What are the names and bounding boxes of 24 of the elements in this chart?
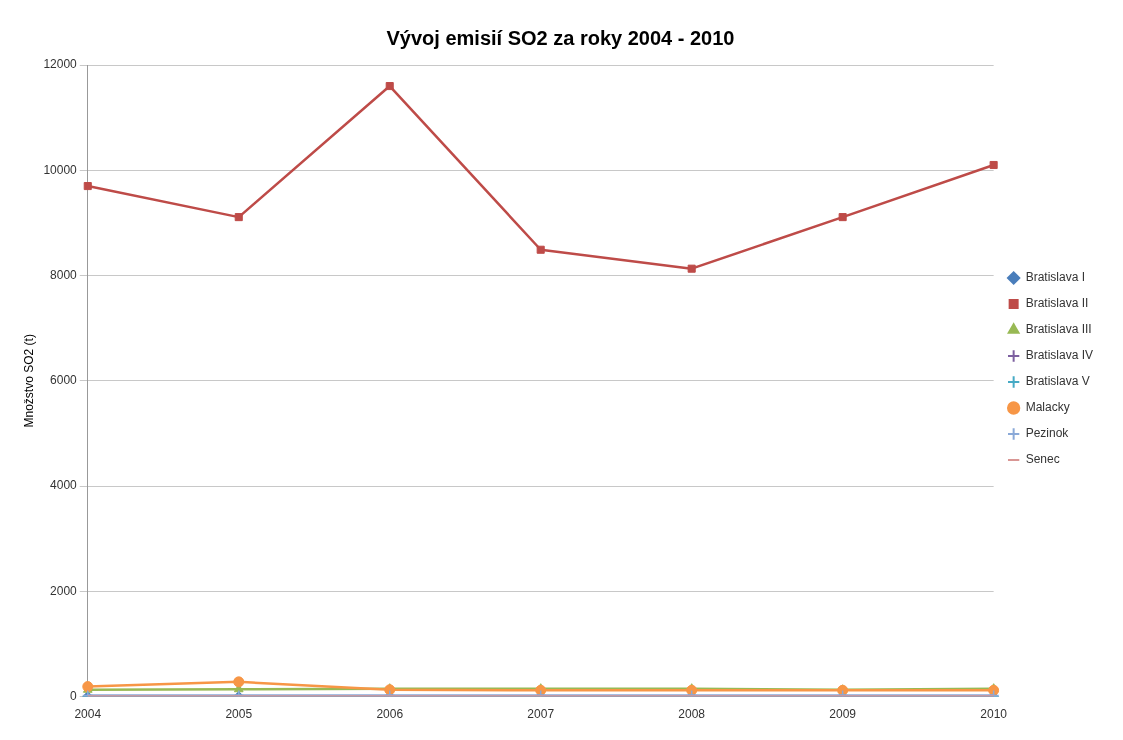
y-tick-label: 12000 — [43, 57, 78, 72]
y-tick-label: 8000 — [50, 267, 78, 282]
y-tick-label: 6000 — [50, 373, 78, 388]
x-tick-label: 2007 — [527, 707, 555, 722]
legend-label: Bratislava V — [1025, 374, 1090, 389]
legend-label: Malacky — [1025, 400, 1070, 415]
x-tick-label: 2009 — [829, 707, 857, 722]
legend-label: Bratislava I — [1025, 270, 1085, 285]
legend-label: Bratislava IV — [1025, 348, 1093, 363]
chart-title: Vývoj emisií SO2 za roky 2004 - 2010 — [386, 26, 735, 49]
y-tick-label: 10000 — [43, 162, 78, 177]
x-tick-label: 2005 — [225, 707, 253, 722]
x-tick-label: 2006 — [376, 707, 404, 722]
y-axis-title: Množstvo SO2 (t) — [21, 334, 36, 428]
x-tick-label: 2004 — [74, 707, 102, 722]
x-tick-label: 2008 — [678, 707, 706, 722]
legend-label: Bratislava II — [1025, 296, 1089, 311]
y-tick-label: 2000 — [50, 583, 78, 598]
y-tick-label: 4000 — [50, 478, 78, 493]
legend-label: Bratislava III — [1025, 322, 1092, 337]
legend-label: Pezinok — [1025, 426, 1070, 441]
legend-label: Senec — [1025, 452, 1060, 467]
x-tick-label: 2010 — [980, 707, 1008, 722]
y-tick-label: 0 — [70, 688, 78, 703]
